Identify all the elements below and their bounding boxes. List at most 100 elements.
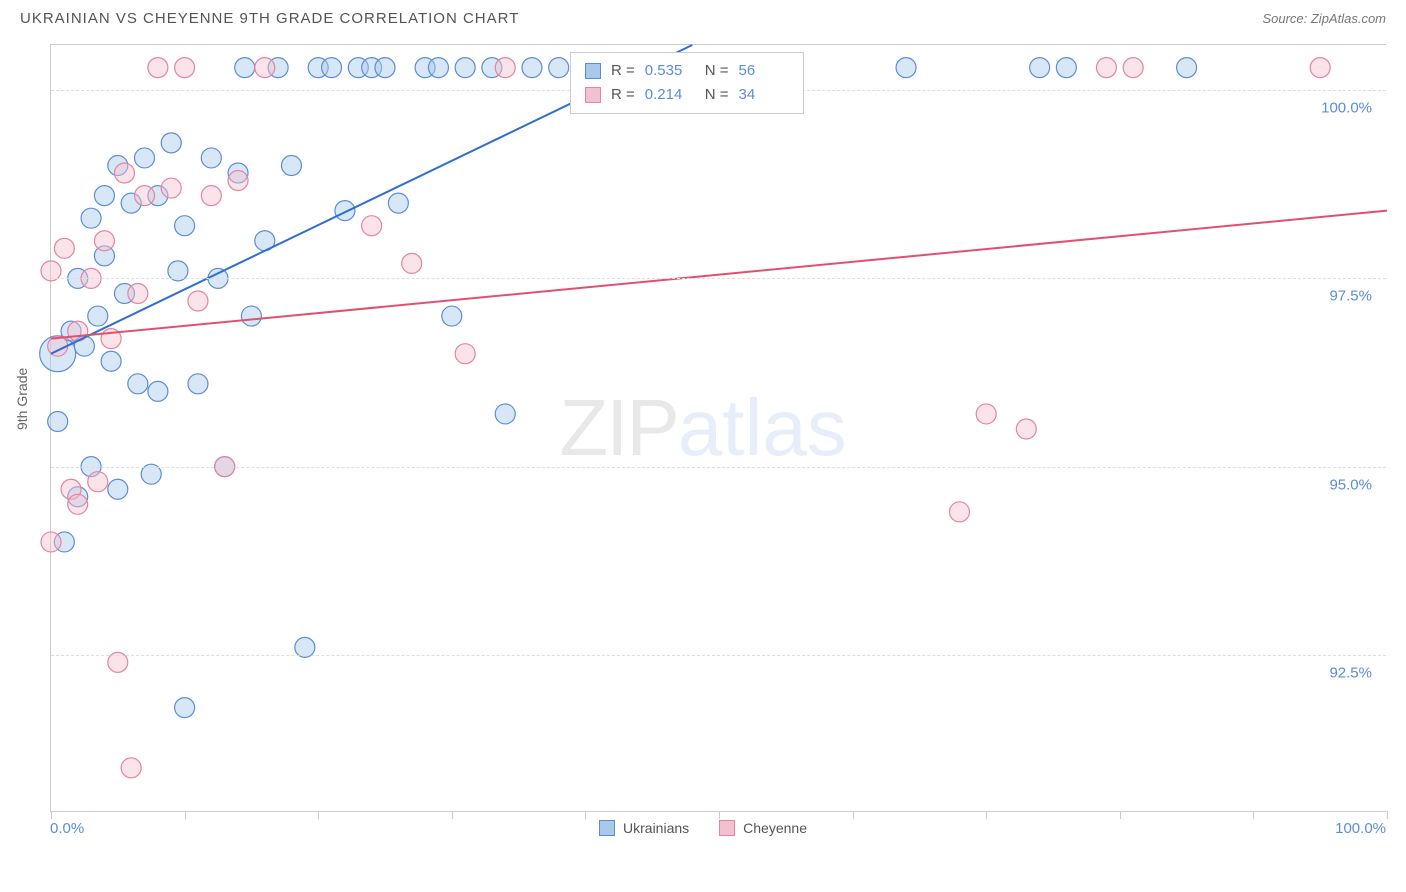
- data-point: [121, 758, 141, 778]
- n-label: N =: [705, 59, 729, 83]
- data-point: [94, 186, 114, 206]
- data-point: [81, 208, 101, 228]
- y-tick-label: 100.0%: [1317, 100, 1376, 117]
- data-point: [281, 155, 301, 175]
- data-point: [108, 479, 128, 499]
- scatter-plot-svg: [51, 45, 1386, 811]
- data-point: [201, 186, 221, 206]
- data-point: [148, 58, 168, 78]
- data-point: [135, 186, 155, 206]
- y-tick-label: 97.5%: [1325, 288, 1376, 305]
- data-point: [94, 231, 114, 251]
- chart-title: UKRAINIAN VS CHEYENNE 9TH GRADE CORRELAT…: [20, 10, 519, 27]
- x-tick: [853, 811, 854, 819]
- n-value-cheyenne: 34: [739, 83, 789, 107]
- r-label: R =: [611, 83, 635, 107]
- legend-item-cheyenne: Cheyenne: [719, 820, 807, 836]
- legend-item-ukrainians: Ukrainians: [599, 820, 689, 836]
- swatch-cheyenne: [585, 87, 601, 103]
- x-tick: [719, 811, 720, 819]
- legend-swatch-ukrainians: [599, 820, 615, 836]
- data-point: [161, 133, 181, 153]
- r-value-ukrainians: 0.535: [645, 59, 695, 83]
- data-point: [442, 306, 462, 326]
- n-label: N =: [705, 83, 729, 107]
- legend-label-cheyenne: Cheyenne: [743, 820, 807, 836]
- x-tick: [318, 811, 319, 819]
- data-point: [68, 494, 88, 514]
- data-point: [495, 58, 515, 78]
- data-point: [41, 532, 61, 552]
- x-tick: [1387, 811, 1388, 819]
- x-tick: [185, 811, 186, 819]
- r-value-cheyenne: 0.214: [645, 83, 695, 107]
- data-point: [175, 58, 195, 78]
- correlation-row-ukrainians: R = 0.535 N = 56: [585, 59, 789, 83]
- data-point: [48, 411, 68, 431]
- data-point: [188, 374, 208, 394]
- chart-plot-area: 92.5% 95.0% 97.5% 100.0%: [50, 44, 1386, 812]
- data-point: [949, 502, 969, 522]
- data-point: [235, 58, 255, 78]
- x-tick: [1120, 811, 1121, 819]
- y-tick-label: 95.0%: [1325, 476, 1376, 493]
- data-point: [522, 58, 542, 78]
- data-point: [388, 193, 408, 213]
- data-point: [549, 58, 569, 78]
- data-point: [241, 306, 261, 326]
- data-point: [228, 171, 248, 191]
- legend-swatch-cheyenne: [719, 820, 735, 836]
- x-tick: [585, 811, 586, 819]
- data-point: [188, 291, 208, 311]
- data-point: [1123, 58, 1143, 78]
- gridline: [51, 467, 1386, 468]
- data-point: [201, 148, 221, 168]
- n-value-ukrainians: 56: [739, 59, 789, 83]
- data-point: [1016, 419, 1036, 439]
- header: UKRAINIAN VS CHEYENNE 9TH GRADE CORRELAT…: [0, 0, 1406, 33]
- source-attribution: Source: ZipAtlas.com: [1262, 11, 1386, 26]
- y-axis-title: 9th Grade: [14, 368, 30, 430]
- y-tick-label: 92.5%: [1325, 664, 1376, 681]
- data-point: [335, 201, 355, 221]
- x-axis-label-min: 0.0%: [50, 820, 84, 837]
- correlation-row-cheyenne: R = 0.214 N = 34: [585, 83, 789, 107]
- data-point: [128, 283, 148, 303]
- correlation-legend: R = 0.535 N = 56 R = 0.214 N = 34: [570, 52, 804, 114]
- data-point: [148, 381, 168, 401]
- data-point: [1056, 58, 1076, 78]
- series-legend: Ukrainians Cheyenne: [599, 820, 807, 836]
- r-label: R =: [611, 59, 635, 83]
- data-point: [1030, 58, 1050, 78]
- data-point: [976, 404, 996, 424]
- data-point: [135, 148, 155, 168]
- data-point: [1096, 58, 1116, 78]
- data-point: [455, 344, 475, 364]
- data-point: [375, 58, 395, 78]
- data-point: [896, 58, 916, 78]
- swatch-ukrainians: [585, 63, 601, 79]
- data-point: [88, 472, 108, 492]
- data-point: [101, 351, 121, 371]
- data-point: [1177, 58, 1197, 78]
- data-point: [88, 306, 108, 326]
- data-point: [402, 253, 422, 273]
- data-point: [362, 216, 382, 236]
- data-point: [255, 58, 275, 78]
- data-point: [114, 163, 134, 183]
- gridline: [51, 278, 1386, 279]
- data-point: [495, 404, 515, 424]
- data-point: [175, 698, 195, 718]
- data-point: [161, 178, 181, 198]
- x-axis-label-max: 100.0%: [1335, 820, 1386, 837]
- data-point: [455, 58, 475, 78]
- data-point: [128, 374, 148, 394]
- gridline: [51, 655, 1386, 656]
- data-point: [1310, 58, 1330, 78]
- trendline: [51, 211, 1387, 339]
- data-point: [428, 58, 448, 78]
- x-tick: [452, 811, 453, 819]
- data-point: [175, 216, 195, 236]
- x-tick: [1253, 811, 1254, 819]
- data-point: [54, 238, 74, 258]
